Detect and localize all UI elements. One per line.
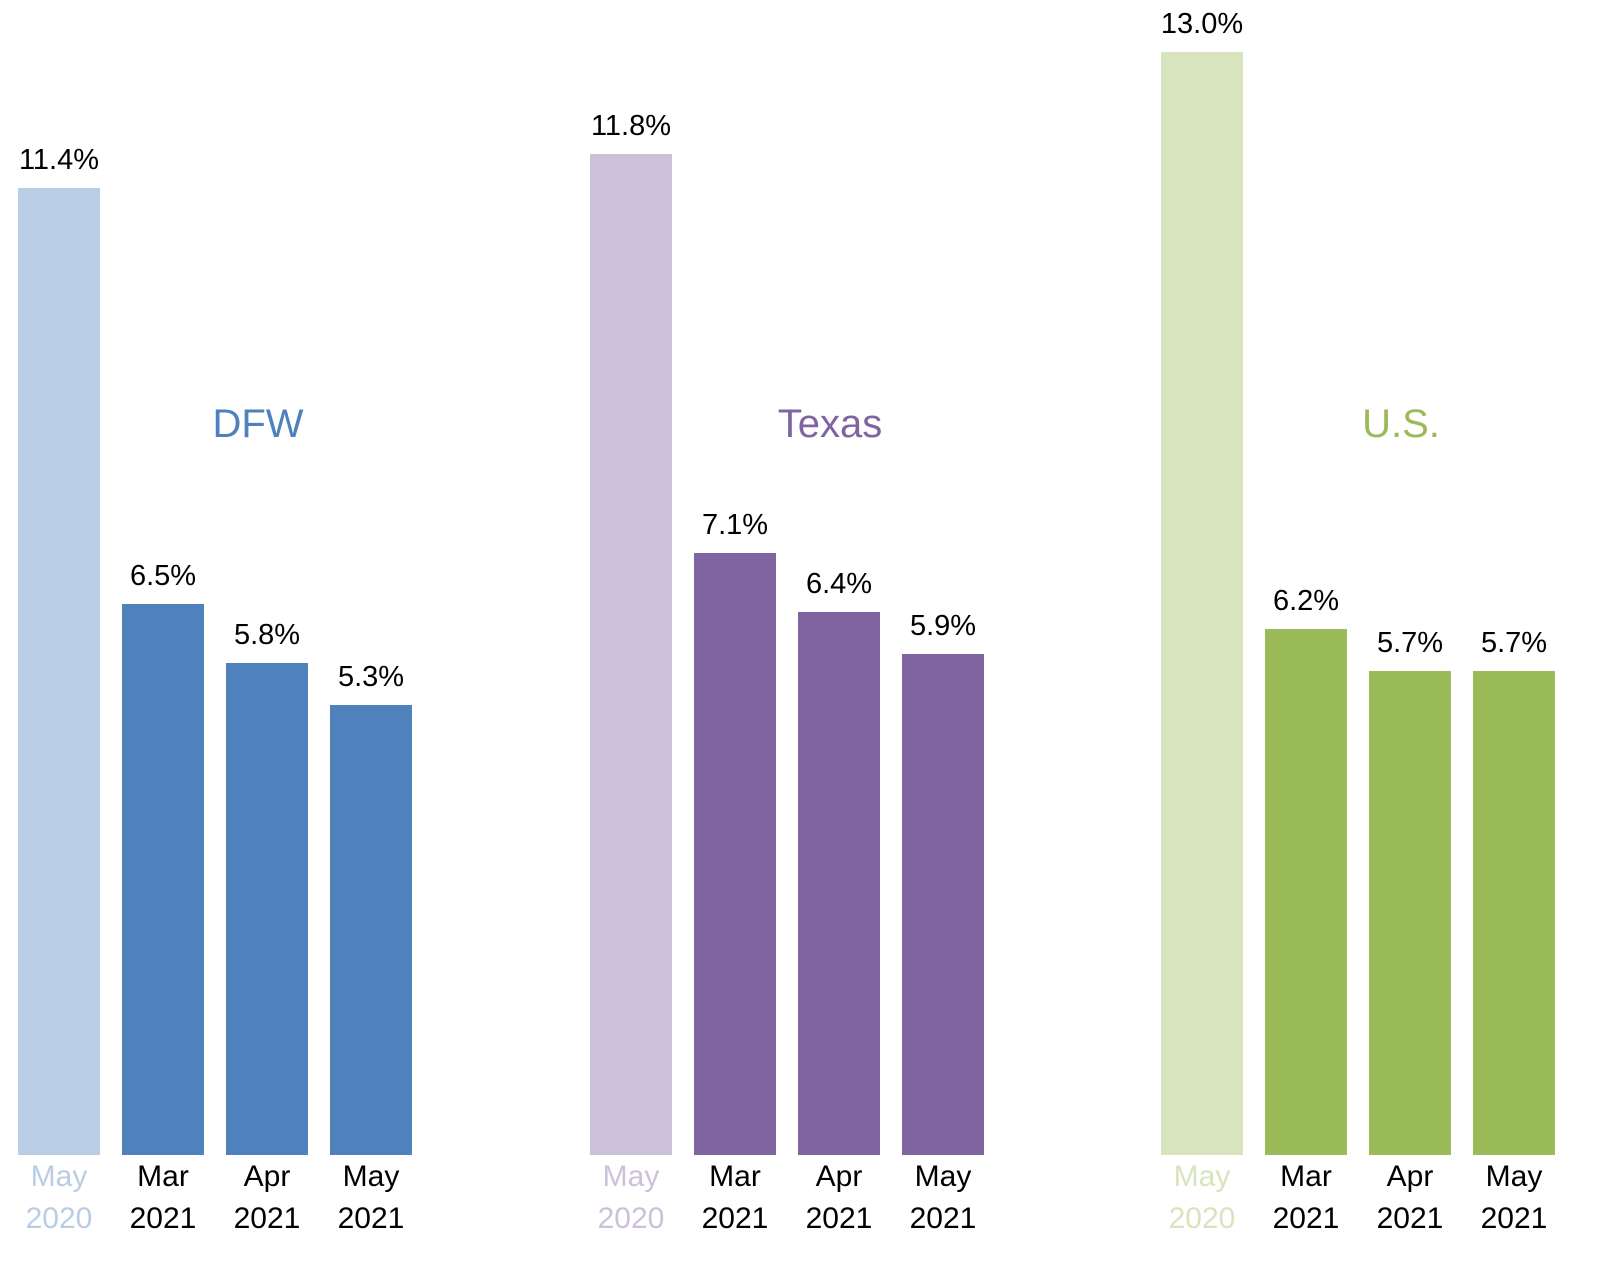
x-tick-label: Mar 2021 <box>1272 1160 1340 1235</box>
bar <box>18 187 100 1155</box>
x-tick-label: Mar 2021 <box>129 1160 197 1235</box>
value-label: 5.9% <box>909 610 977 643</box>
bar <box>902 654 984 1155</box>
bar <box>226 662 308 1155</box>
x-tick-label: Apr 2021 <box>1376 1160 1444 1235</box>
bar <box>694 552 776 1155</box>
bar <box>798 611 880 1155</box>
value-label: 5.3% <box>337 661 405 694</box>
x-tick-label: Mar 2021 <box>701 1160 769 1235</box>
panel-title: Texas <box>777 402 883 446</box>
x-tick-label: May 2021 <box>1480 1160 1548 1235</box>
value-label: 6.5% <box>129 559 197 592</box>
panel-title: U.S. <box>1362 402 1440 446</box>
x-tick-label: May 2020 <box>597 1160 665 1235</box>
bar <box>1473 671 1555 1155</box>
value-label: 6.4% <box>805 567 873 600</box>
value-label: 11.4% <box>18 143 100 176</box>
bar <box>1265 628 1347 1155</box>
value-label: 6.2% <box>1272 584 1340 617</box>
value-label: 5.7% <box>1480 627 1548 660</box>
value-label: 7.1% <box>701 508 769 541</box>
bar <box>1161 52 1243 1155</box>
x-tick-label: Apr 2021 <box>233 1160 301 1235</box>
x-tick-label: May 2021 <box>337 1160 405 1235</box>
panel-title: DFW <box>212 402 304 446</box>
bar <box>330 705 412 1155</box>
value-label: 13.0% <box>1160 8 1244 40</box>
value-label: 5.7% <box>1376 627 1444 660</box>
bar <box>1369 671 1451 1155</box>
value-label: 11.8% <box>590 109 672 142</box>
x-tick-label: May 2020 <box>25 1160 93 1235</box>
bar <box>122 603 204 1155</box>
value-label: 5.8% <box>233 618 301 651</box>
x-tick-label: Apr 2021 <box>805 1160 873 1235</box>
x-tick-label: May 2021 <box>909 1160 977 1235</box>
bar <box>590 153 672 1155</box>
x-tick-label: May 2020 <box>1168 1160 1236 1235</box>
